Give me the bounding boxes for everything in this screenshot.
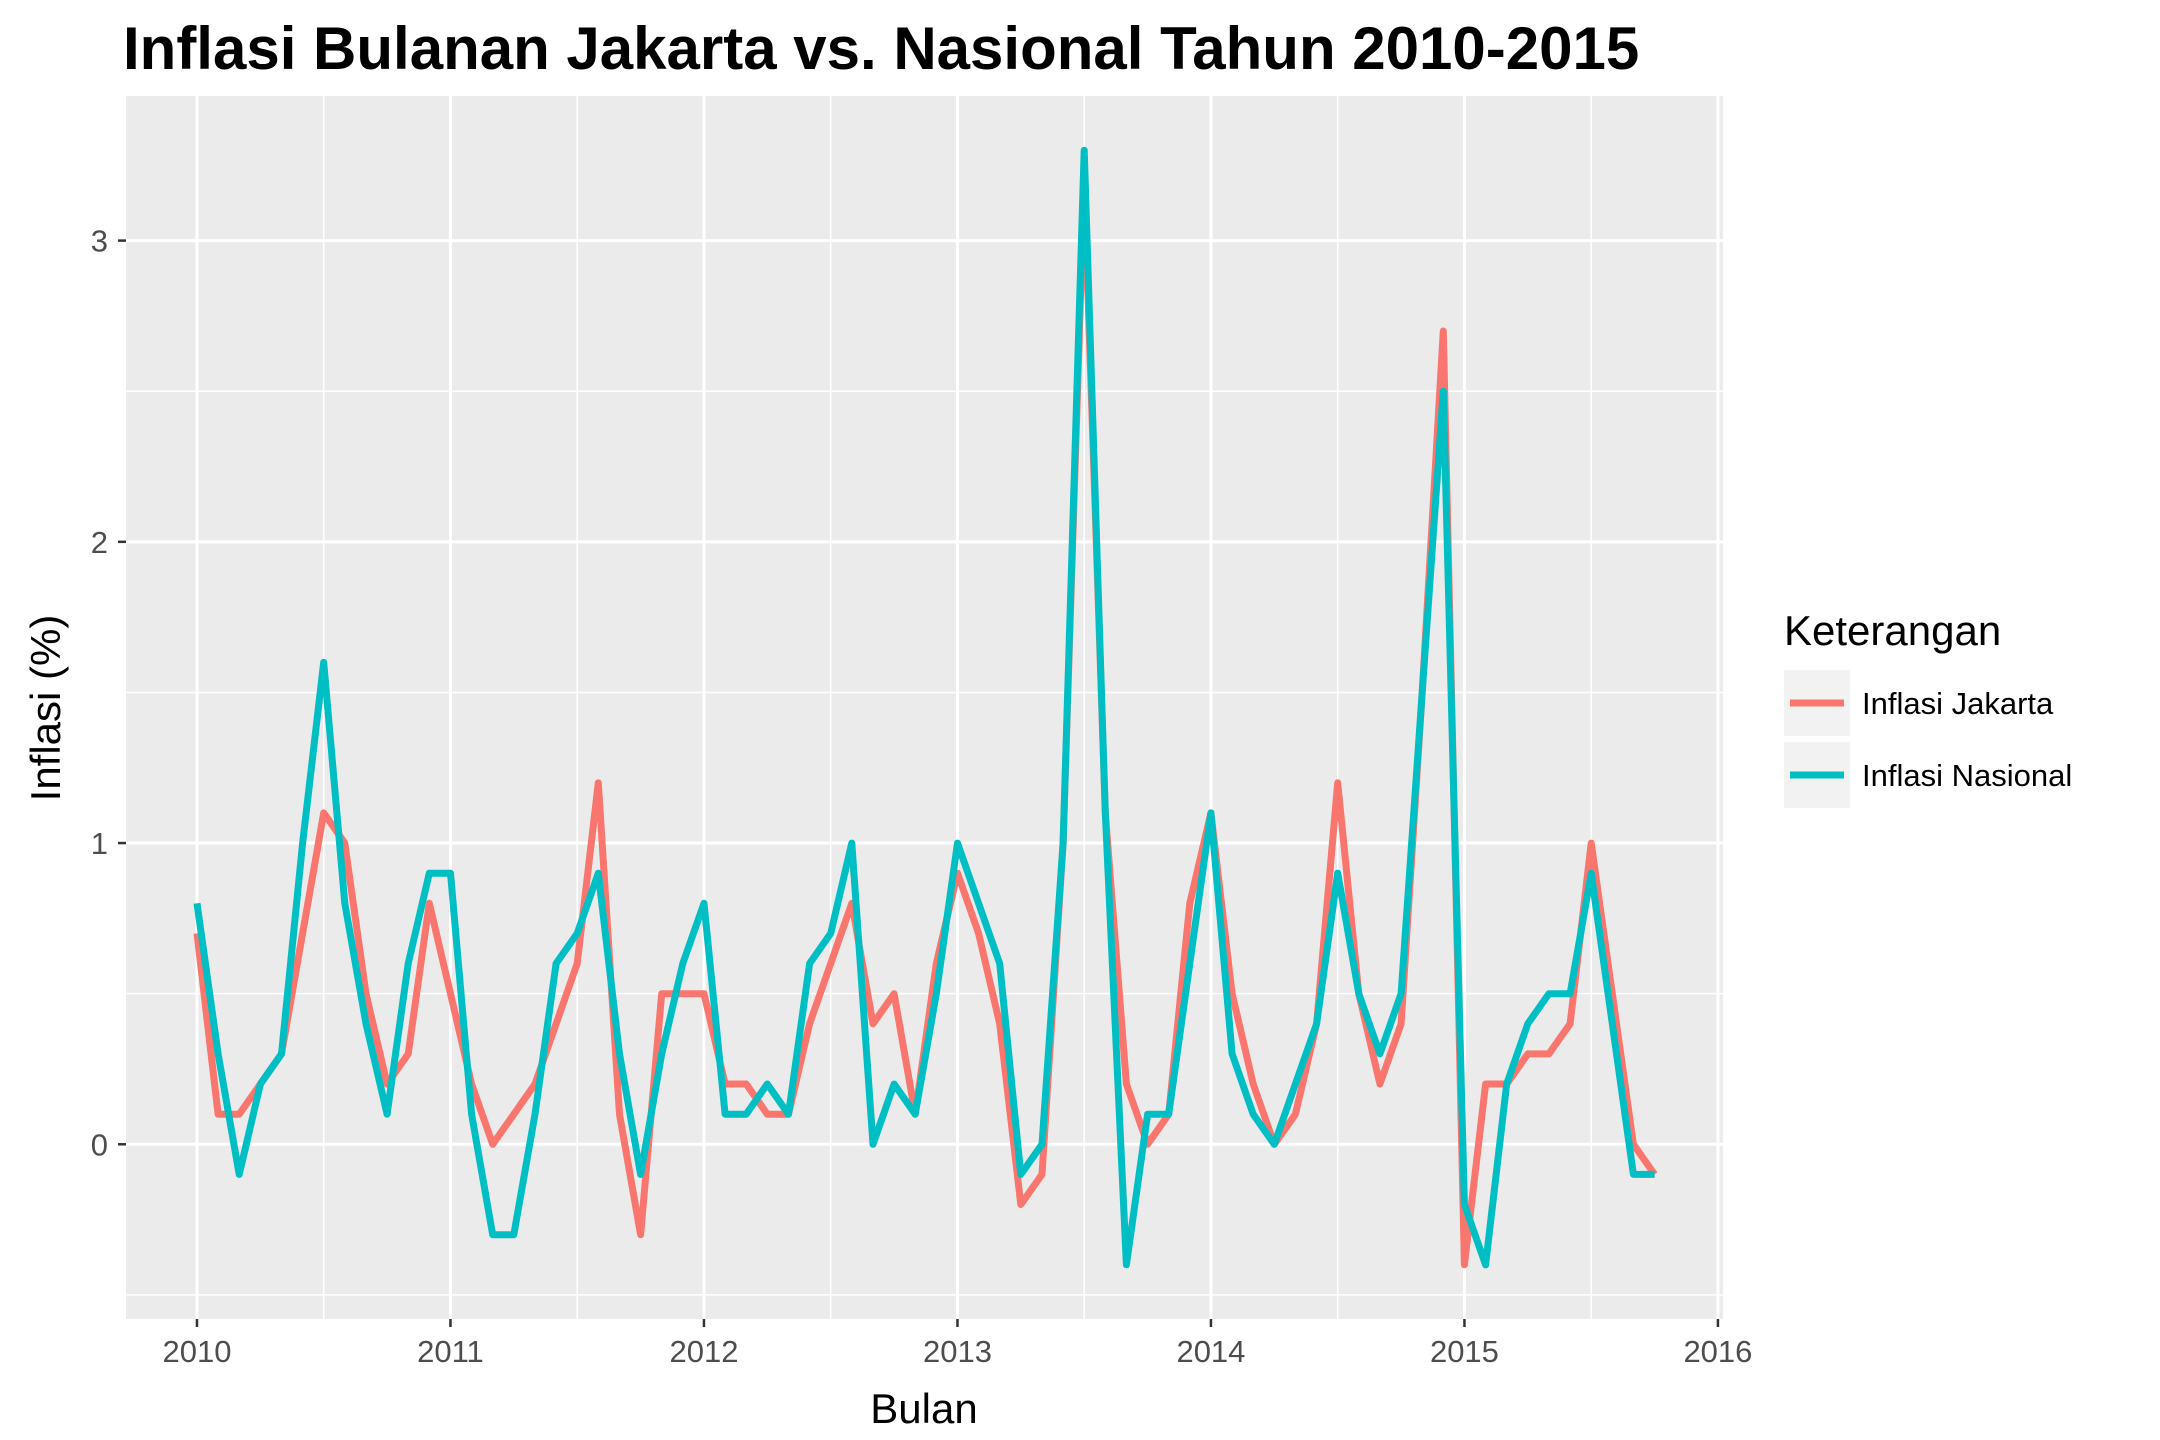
legend-label-nasional: Inflasi Nasional bbox=[1862, 758, 2072, 793]
x-axis-title: Bulan bbox=[870, 1385, 977, 1432]
legend-item-jakarta: Inflasi Jakarta bbox=[1784, 670, 2054, 736]
x-tick-label: 2010 bbox=[162, 1334, 231, 1369]
y-tick-label: 2 bbox=[91, 525, 108, 560]
legend-item-nasional: Inflasi Nasional bbox=[1784, 742, 2072, 808]
legend-title: Keterangan bbox=[1784, 607, 2001, 654]
x-tick-label: 2013 bbox=[923, 1334, 992, 1369]
x-tick-label: 2012 bbox=[669, 1334, 738, 1369]
y-tick-label: 3 bbox=[91, 224, 108, 259]
x-tick-label: 2014 bbox=[1176, 1334, 1245, 1369]
legend-label-jakarta: Inflasi Jakarta bbox=[1862, 686, 2054, 721]
grid-minor bbox=[126, 96, 1723, 1319]
x-tick-label: 2015 bbox=[1430, 1334, 1499, 1369]
x-tick-label: 2011 bbox=[417, 1334, 484, 1369]
legend: Keterangan Inflasi Jakarta Inflasi Nasio… bbox=[1784, 607, 2072, 808]
y-axis-title: Inflasi (%) bbox=[22, 615, 69, 802]
series-line-nasional bbox=[193, 146, 1655, 1269]
y-axis: 0 1 2 3 bbox=[91, 224, 126, 1162]
x-tick-label: 2016 bbox=[1683, 1334, 1752, 1369]
grid-major bbox=[126, 96, 1723, 1319]
x-axis: 2010 2011 2012 2013 2014 2015 2016 bbox=[162, 1319, 1752, 1369]
chart-title: Inflasi Bulanan Jakarta vs. Nasional Tah… bbox=[123, 15, 1639, 82]
y-tick-label: 0 bbox=[91, 1127, 108, 1162]
plot-panel bbox=[126, 96, 1723, 1319]
series-layer bbox=[193, 146, 1658, 1269]
y-tick-label: 1 bbox=[91, 826, 108, 861]
